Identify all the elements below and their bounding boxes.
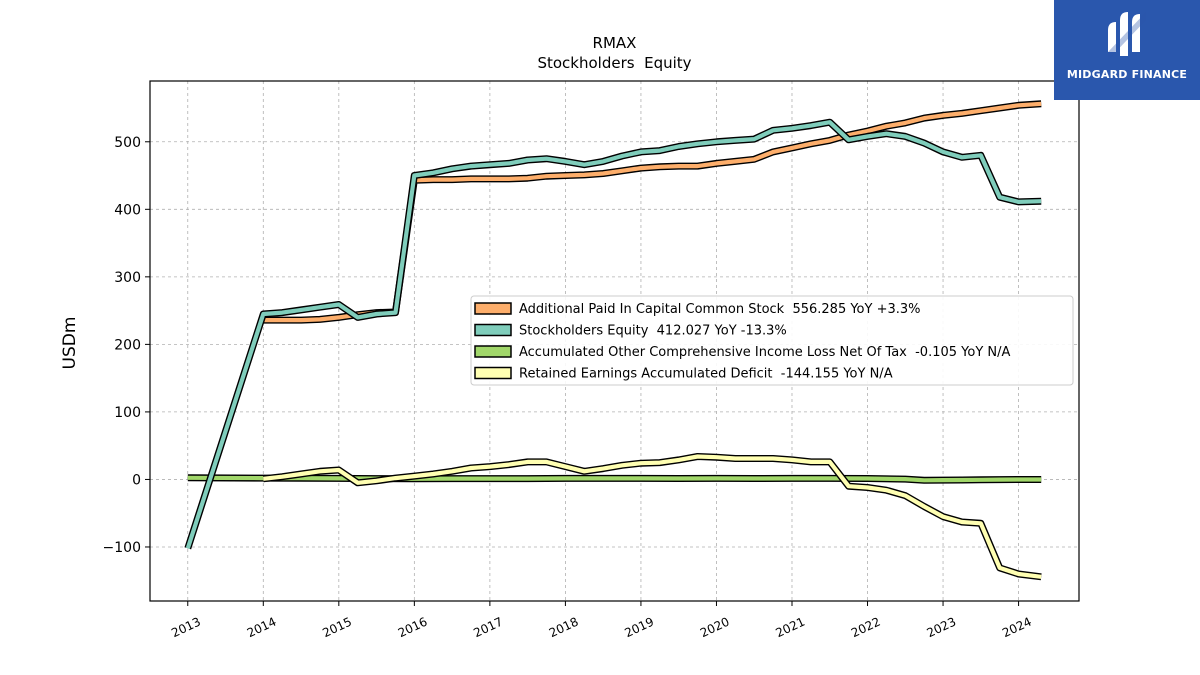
- x-tick-label: 2013: [169, 615, 203, 641]
- midgard-logo-icon: [1108, 12, 1146, 60]
- x-tick-label: 2021: [774, 615, 808, 641]
- legend-swatch: [474, 302, 512, 315]
- series-outline: [263, 100, 1042, 324]
- series-line: [263, 454, 1042, 579]
- x-tick-label: 2019: [622, 615, 656, 641]
- y-tick-label: −100: [103, 540, 141, 556]
- plot-area-frame: [149, 80, 1080, 602]
- x-tick-label: 2018: [547, 615, 581, 641]
- y-tick-label: 300: [114, 270, 141, 286]
- brand-name: MIDGARD FINANCE: [1066, 68, 1188, 81]
- legend-label: Additional Paid In Capital Common Stock …: [519, 302, 921, 317]
- x-tick-label: 2023: [925, 615, 959, 641]
- x-tick-label: 2016: [396, 615, 430, 641]
- y-tick-label: 0: [132, 472, 141, 488]
- legend-swatch: [474, 323, 512, 337]
- series-outline: [262, 453, 1042, 581]
- chart-series-group: [184, 100, 1042, 581]
- chart-title: RMAX: [593, 34, 637, 52]
- legend-box: [470, 295, 1074, 386]
- chart-legend: Additional Paid In Capital Common Stock …: [470, 295, 1074, 386]
- y-axis-label: USDm: [60, 317, 80, 370]
- series-line: [187, 475, 1042, 483]
- y-tick-label: 500: [114, 135, 141, 151]
- x-tick-label: 2024: [1000, 615, 1034, 641]
- legend-label: Stockholders Equity 412.027 YoY -13.3%: [519, 324, 787, 339]
- legend-swatch: [474, 345, 512, 358]
- x-tick-label: 2015: [320, 615, 354, 641]
- x-tick-label: 2022: [849, 615, 883, 641]
- y-tick-label: 100: [114, 405, 141, 421]
- chart-subtitle: Stockholders Equity: [537, 54, 691, 72]
- brand-logo: MIDGARD FINANCE: [1054, 0, 1200, 100]
- y-tick-label: 400: [114, 202, 141, 218]
- x-tick-label: 2014: [245, 615, 279, 641]
- series-line: [185, 120, 1042, 549]
- legend-label: Retained Earnings Accumulated Deficit -1…: [519, 367, 893, 382]
- x-tick-label: 2017: [471, 615, 505, 641]
- series-line: [263, 101, 1042, 323]
- legend-label: Accumulated Other Comprehensive Income L…: [519, 345, 1010, 360]
- x-tick-label: 2020: [698, 615, 732, 641]
- legend-swatch: [474, 366, 512, 380]
- y-tick-label: 200: [114, 337, 141, 353]
